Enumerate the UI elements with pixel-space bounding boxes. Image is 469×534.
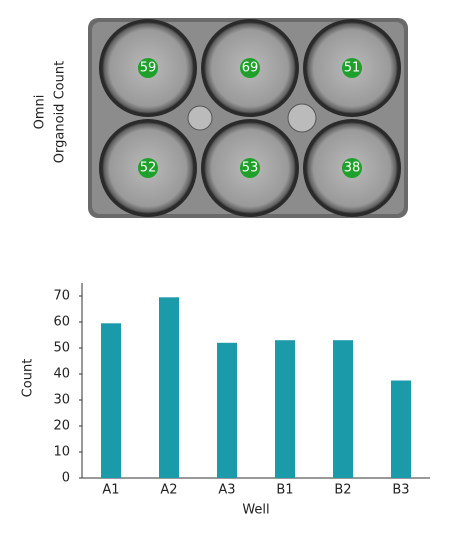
bar: [333, 340, 353, 478]
y-tick-label: 0: [62, 471, 70, 486]
y-tick-label: 20: [53, 419, 70, 434]
count-badge: [342, 158, 362, 178]
count-badge: [138, 158, 158, 178]
count-badge: [342, 58, 362, 78]
well-count: 51: [344, 61, 361, 76]
y-tick-label: 10: [53, 445, 70, 460]
bar: [101, 323, 121, 478]
side-label: Omni: [33, 95, 48, 130]
y-tick-label: 50: [53, 341, 70, 356]
bar-chart: 0 10 20 30 40 50 60 70 A1 A2 A3 B1 B2 B3: [53, 283, 430, 498]
well-count: 38: [344, 161, 361, 176]
count-badge: [240, 158, 260, 178]
y-tick-label: 40: [53, 367, 70, 382]
x-tick-label: B3: [392, 483, 409, 498]
x-tick-label: A3: [218, 483, 235, 498]
bar: [159, 297, 179, 478]
bar: [217, 342, 237, 478]
y-tick-label: 60: [53, 315, 70, 330]
plate-image: 59 69 51 52 53 38: [88, 18, 408, 218]
well-count: 59: [140, 61, 157, 76]
bar: [275, 340, 295, 478]
y-axis-title: Count: [21, 359, 36, 398]
x-tick-label: B2: [334, 483, 351, 498]
x-tick-label: A1: [102, 483, 119, 498]
x-tick-label: B1: [276, 483, 293, 498]
bar: [391, 380, 411, 478]
well-count: 69: [242, 61, 259, 76]
well-count: 52: [140, 161, 157, 176]
spacer-well: [187, 105, 213, 131]
well-count: 53: [242, 161, 259, 176]
side-label: Organoid Count: [53, 61, 68, 163]
spacer-well: [287, 103, 317, 133]
y-tick-label: 30: [53, 393, 70, 408]
x-axis-title: Well: [242, 503, 269, 518]
count-badge: [138, 58, 158, 78]
count-badge: [240, 58, 260, 78]
x-tick-label: A2: [160, 483, 177, 498]
y-tick-label: 70: [53, 289, 70, 304]
